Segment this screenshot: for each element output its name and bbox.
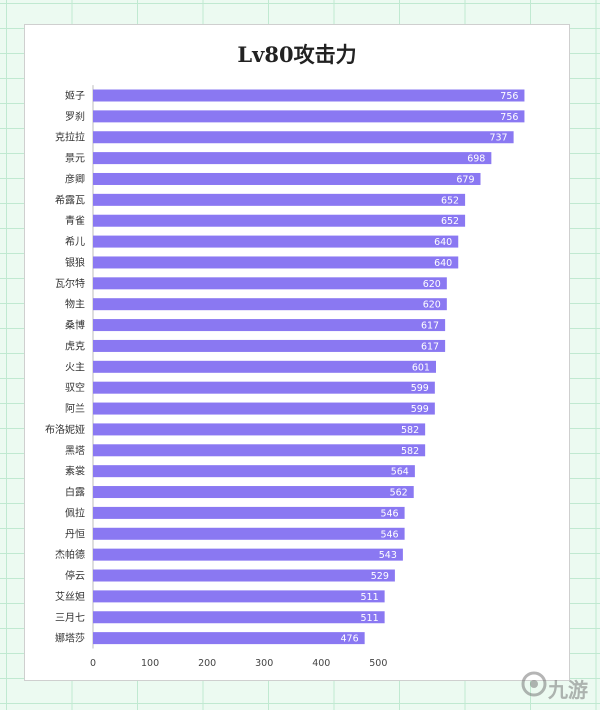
category-label: 白露 [65,486,85,499]
value-label: 652 [441,216,459,227]
watermark-text: 九游 [548,678,588,702]
bar [93,402,435,415]
category-label: 瓦尔特 [55,277,85,290]
value-label: 564 [391,467,409,478]
value-label: 546 [380,529,398,540]
bar [93,423,426,436]
category-label: 艾丝妲 [55,590,85,603]
category-label: 姬子 [65,89,85,102]
bar [93,110,525,123]
bar [93,611,385,624]
bar [93,548,403,561]
category-label: 黑塔 [65,444,85,457]
value-label: 599 [411,404,429,415]
category-label: 素裳 [65,465,85,478]
chart-panel: Lv80攻击力 姬子 756 罗刹 756 克拉拉 737 景元 698 彦卿 679 希露瓦 652… [24,24,570,681]
bar [93,486,414,499]
value-label: 617 [421,321,439,332]
bar [93,235,459,248]
value-label: 756 [500,91,518,102]
bar [93,319,446,332]
x-tick-label: 100 [141,658,159,669]
category-label: 停云 [65,569,85,582]
category-label: 物主 [65,298,85,311]
bar [93,632,365,645]
bar [93,590,385,603]
bar [93,381,435,394]
value-label: 620 [423,279,441,290]
x-tick-label: 400 [312,658,330,669]
logo-icon [521,671,547,697]
bar [93,277,447,290]
category-label: 娜塔莎 [55,632,85,645]
category-label: 阿兰 [65,402,85,415]
value-label: 582 [401,446,419,457]
value-label: 543 [379,550,397,561]
category-label: 希露瓦 [55,193,85,206]
bar [93,339,446,352]
bar [93,506,405,519]
category-label: 罗刹 [65,111,85,123]
value-label: 529 [371,571,389,582]
value-label: 582 [401,425,419,436]
value-label: 640 [434,258,452,269]
value-label: 756 [500,112,518,123]
value-label: 599 [411,383,429,394]
value-label: 562 [390,488,408,499]
category-label: 丹恒 [65,527,85,540]
bar-chart: 姬子 756 罗刹 756 克拉拉 737 景元 698 彦卿 679 希露瓦 652 青雀 652 希儿 6… [45,85,525,669]
bar [93,360,436,373]
category-label: 克拉拉 [55,131,85,144]
category-label: 银狼 [65,256,85,269]
x-tick-label: 200 [198,658,216,669]
x-tick-label: 300 [255,658,273,669]
bar [93,444,426,457]
category-label: 三月七 [55,612,85,624]
bar [93,131,514,144]
category-label: 火主 [65,361,85,373]
value-label: 511 [360,592,378,603]
value-label: 737 [489,133,507,144]
bar [93,256,459,269]
value-label: 640 [434,237,452,248]
value-label: 617 [421,341,439,352]
bar [93,214,466,227]
bar [93,172,481,185]
category-label: 驭空 [65,381,85,394]
value-label: 698 [467,154,485,165]
value-label: 601 [412,362,430,373]
value-label: 546 [380,508,398,519]
bar [93,569,395,582]
category-label: 桑博 [65,319,85,332]
x-tick-label: 500 [369,658,387,669]
x-tick-label: 0 [90,658,96,669]
category-label: 杰帕德 [55,548,85,561]
category-label: 景元 [65,153,85,165]
watermark-logo: 九游 [520,668,600,704]
value-label: 652 [441,195,459,206]
bar [93,89,525,102]
value-label: 476 [341,634,359,645]
category-label: 彦卿 [65,172,85,185]
category-label: 佩拉 [65,506,85,519]
bar [93,465,415,478]
bar [93,527,405,540]
value-label: 679 [456,174,474,185]
category-label: 青雀 [65,214,85,227]
value-label: 511 [360,613,378,624]
value-label: 620 [423,300,441,311]
bar [93,298,447,311]
category-label: 虎克 [65,340,85,352]
category-label: 希儿 [65,235,85,248]
chart-title: Lv80攻击力 [237,42,357,67]
category-label: 布洛妮娅 [45,423,85,436]
bar [93,193,466,206]
bar [93,152,492,165]
